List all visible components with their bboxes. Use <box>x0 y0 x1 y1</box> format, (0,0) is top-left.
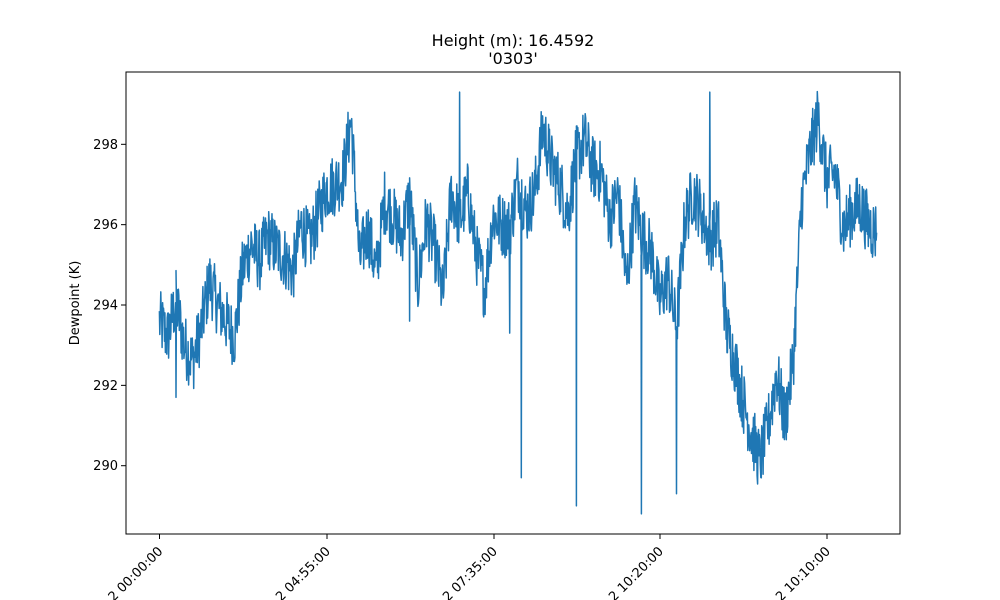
x-tick-label: 2 10:20:00 <box>606 544 667 600</box>
x-tick-label: 2 00:00:00 <box>106 544 167 600</box>
x-tick-label: 2 04:55:00 <box>273 544 334 600</box>
plot-frame <box>125 71 901 535</box>
chart-title: Height (m): 16.4592 <box>432 31 595 50</box>
y-tick-label: 296 <box>93 218 118 233</box>
y-tick-label: 298 <box>93 138 118 153</box>
plot-area <box>158 90 878 515</box>
y-axis-label: Dewpoint (K) <box>68 261 83 346</box>
x-tick-label: 2 07:35:00 <box>440 544 501 600</box>
x-tick-label: 2 10:10:00 <box>773 544 834 600</box>
dewpoint-series-line <box>158 90 878 515</box>
y-tick-label: 290 <box>93 459 118 474</box>
y-tick-label: 294 <box>93 299 118 314</box>
y-tick-label: 292 <box>93 379 118 394</box>
chart-subtitle: '0303' <box>488 49 538 68</box>
